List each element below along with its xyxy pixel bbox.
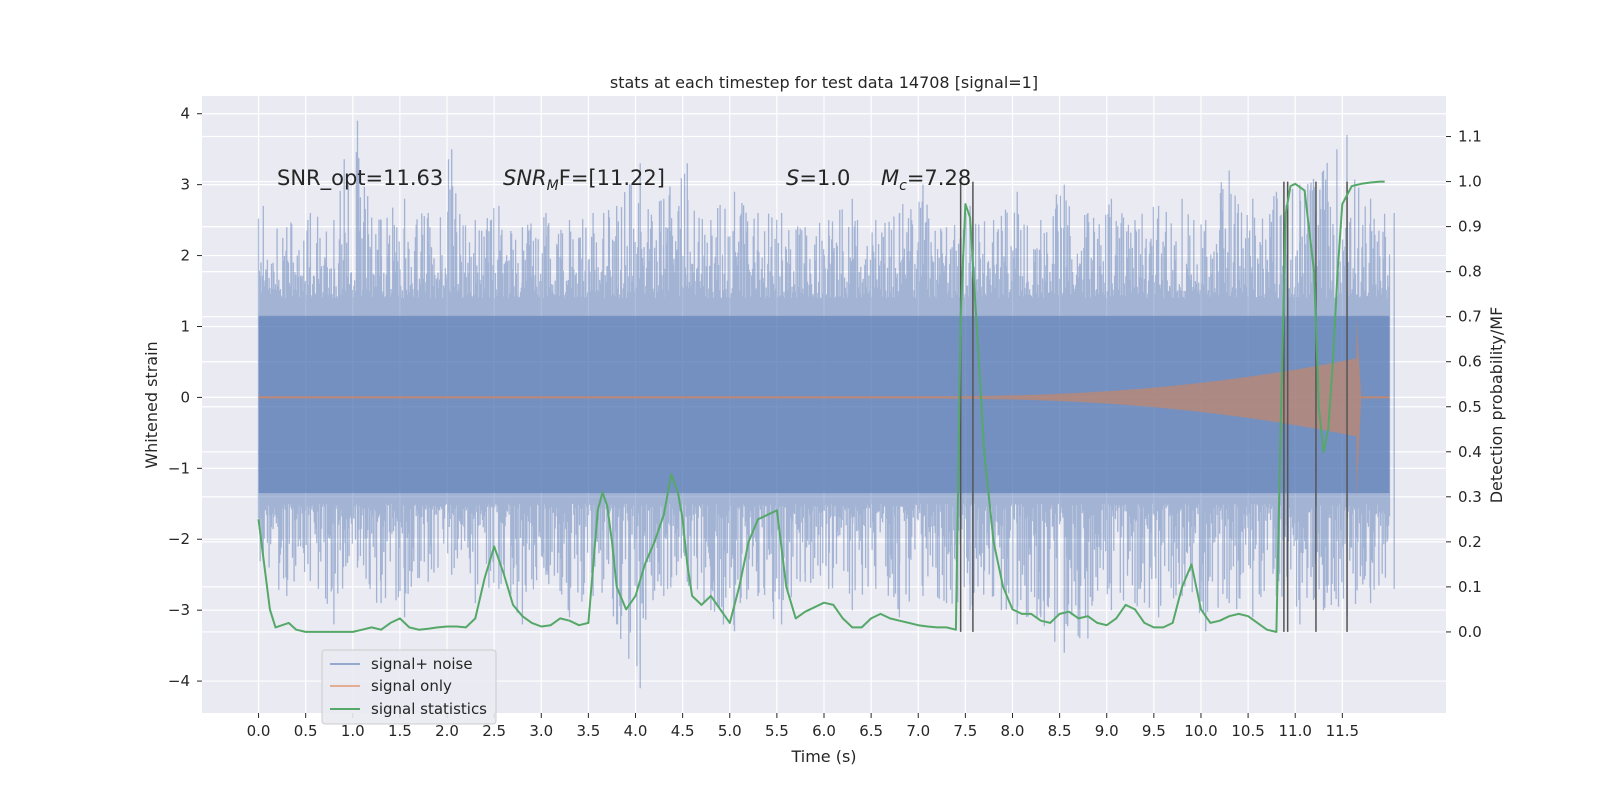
y-tick-label: 4 [180, 105, 190, 123]
signal-statistics-series [257, 180, 1385, 633]
s-value: =1.0 [799, 166, 850, 190]
x-tick-label: 6.0 [812, 722, 836, 740]
y-right-tick-label: 0.2 [1458, 533, 1482, 551]
signal-only-series [258, 315, 1390, 501]
y-axis-left-ticks: 4 3 2 1 0 −1 −2 −3 −4 [168, 105, 202, 690]
y-tick-label: 2 [180, 247, 190, 265]
y-right-tick-label: 1.0 [1458, 173, 1482, 191]
y-right-tick-label: 0.9 [1458, 218, 1482, 236]
y-tick-label: 1 [180, 317, 190, 335]
x-tick-label: 1.0 [341, 722, 365, 740]
x-tick-label: 11.0 [1279, 722, 1312, 740]
mc-sub: c [899, 178, 907, 194]
x-axis-ticks: 0.0 0.5 1.0 1.5 2.0 2.5 3.0 3.5 4.0 4.5 5.0 5.5 6.0 6… [247, 713, 1359, 740]
x-tick-label: 5.5 [765, 722, 789, 740]
y-tick-label: 0 [180, 388, 190, 406]
y-tick-label: −3 [168, 601, 190, 619]
y-right-tick-label: 0.1 [1458, 578, 1482, 596]
legend-label-signal: signal only [371, 677, 452, 695]
mc-value: =7.28 [907, 166, 971, 190]
x-axis-label: Time (s) [790, 747, 856, 766]
x-tick-label: 7.0 [906, 722, 930, 740]
y-axis-right-label: Detection probability/MF [1487, 307, 1506, 504]
x-tick-label: 8.0 [1001, 722, 1025, 740]
x-tick-label: 4.5 [671, 722, 695, 740]
x-tick-label: 10.0 [1184, 722, 1217, 740]
x-tick-label: 4.0 [624, 722, 648, 740]
snr-opt-annotation: SNR_opt=11.63 [277, 166, 443, 191]
x-tick-label: 8.5 [1048, 722, 1072, 740]
y-axis-label: Whitened strain [142, 341, 161, 468]
y-right-tick-label: 0.6 [1458, 353, 1482, 371]
x-tick-label: 9.0 [1095, 722, 1119, 740]
x-tick-label: 3.0 [529, 722, 553, 740]
x-tick-label: 9.5 [1142, 722, 1166, 740]
s-label: S [786, 166, 799, 190]
chart-title: stats at each timestep for test data 147… [610, 73, 1038, 92]
snr-mf-annotation: SNRMF=[11.22] [503, 166, 665, 194]
y-tick-label: −4 [168, 672, 190, 690]
y-tick-label: −2 [168, 530, 190, 548]
y-tick-label: −1 [168, 459, 190, 477]
x-tick-label: 2.5 [482, 722, 506, 740]
legend-label-stats: signal statistics [371, 700, 487, 718]
signal-chirp [946, 315, 1362, 501]
legend-box [321, 649, 497, 725]
y-right-tick-label: 0.8 [1458, 263, 1482, 281]
y-axis-right-ticks: 1.1 1.0 0.9 0.8 0.7 0.6 0.5 0.4 0.3 0.2 0.1 0.0 [1446, 128, 1482, 641]
x-tick-label: 0.0 [247, 722, 271, 740]
y-right-tick-label: 0.3 [1458, 488, 1482, 506]
mc-annotation: Mc=7.28 [881, 166, 971, 194]
y-tick-label: 3 [180, 176, 190, 194]
x-tick-label: 1.5 [388, 722, 412, 740]
y-right-tick-label: 0.5 [1458, 398, 1482, 416]
snr-mf-base: SNR [503, 166, 547, 190]
snr-mf-tail: F=[11.22] [559, 166, 665, 190]
legend: signal+ noise signal only signal statist… [321, 649, 497, 725]
snr-mf-sub: M [547, 178, 559, 194]
x-tick-label: 11.5 [1326, 722, 1359, 740]
x-tick-label: 3.5 [576, 722, 600, 740]
x-tick-label: 7.5 [953, 722, 977, 740]
x-tick-label: 6.5 [859, 722, 883, 740]
y-right-tick-label: 0.0 [1458, 623, 1482, 641]
x-tick-label: 5.0 [718, 722, 742, 740]
y-right-tick-label: 1.1 [1458, 128, 1482, 146]
x-tick-label: 2.0 [435, 722, 459, 740]
x-tick-label: 0.5 [294, 722, 318, 740]
s-annotation: S=1.0 [786, 166, 850, 190]
y-right-tick-label: 0.7 [1458, 308, 1482, 326]
legend-label-noise: signal+ noise [371, 655, 473, 673]
y-right-tick-label: 0.4 [1458, 443, 1482, 461]
x-tick-label: 10.5 [1231, 722, 1264, 740]
signal-statistics-line [257, 180, 1385, 633]
mc-base: M [881, 166, 899, 190]
